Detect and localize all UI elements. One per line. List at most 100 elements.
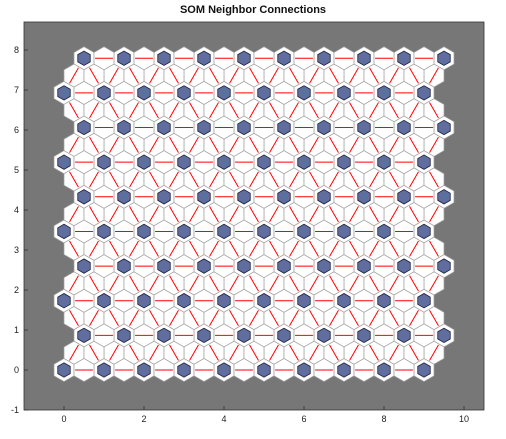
neighbor-connection xyxy=(409,240,419,257)
neighbor-connection xyxy=(149,344,159,361)
neighbor-connection xyxy=(309,67,319,84)
neighbor-connection xyxy=(109,136,119,153)
neuron-marker xyxy=(257,85,271,101)
neuron-marker xyxy=(217,293,231,309)
neighbor-connection xyxy=(409,171,419,188)
y-tick-label: -1 xyxy=(11,405,19,415)
neuron-marker xyxy=(117,119,131,136)
neighbor-connection xyxy=(249,206,259,223)
neuron-marker xyxy=(377,223,391,240)
neighbor-connection xyxy=(289,275,299,292)
neighbor-connection xyxy=(269,102,279,119)
neighbor-connection xyxy=(129,171,139,188)
neuron-marker xyxy=(97,85,111,101)
neighbor-connection xyxy=(289,67,299,84)
x-tick-label: 4 xyxy=(221,414,226,424)
neuron-marker xyxy=(357,119,371,136)
neuron-marker xyxy=(377,293,391,309)
neighbor-connection xyxy=(369,136,379,153)
neuron-marker xyxy=(197,189,211,205)
neuron-marker xyxy=(197,258,211,274)
neighbor-connection xyxy=(129,240,139,257)
neighbor-connection xyxy=(389,240,399,257)
x-tick-label: 2 xyxy=(141,414,146,424)
neuron-marker xyxy=(397,258,411,274)
neighbor-connection xyxy=(229,310,239,327)
neuron-marker xyxy=(277,50,291,66)
neuron-marker xyxy=(397,189,411,205)
neighbor-connection xyxy=(129,206,139,223)
neuron-marker xyxy=(77,189,91,205)
neighbor-connection xyxy=(229,136,239,153)
neighbor-connection xyxy=(329,344,339,361)
y-axis: -1 0 1 2 3 4 5 6 7 8 xyxy=(11,45,28,415)
neighbor-connection xyxy=(169,344,179,361)
neighbor-connection xyxy=(349,206,359,223)
neighbor-connection xyxy=(189,344,199,361)
neighbor-connection xyxy=(309,136,319,153)
neighbor-connection xyxy=(349,102,359,119)
neuron-marker xyxy=(397,50,411,66)
neighbor-connection xyxy=(69,240,79,257)
neighbor-connection xyxy=(109,206,119,223)
neighbor-connection xyxy=(189,275,199,292)
neighbor-connection xyxy=(289,344,299,361)
neuron-marker xyxy=(57,293,71,309)
neuron-marker xyxy=(197,119,211,136)
neighbor-connection xyxy=(269,275,279,292)
neighbor-connection xyxy=(189,171,199,188)
neighbor-connection xyxy=(289,136,299,153)
neighbor-connection xyxy=(309,206,319,223)
neighbor-connection xyxy=(369,102,379,119)
neuron-marker xyxy=(157,189,171,205)
neighbor-connection xyxy=(129,275,139,292)
neighbor-connection xyxy=(209,310,219,327)
neighbor-connection xyxy=(369,275,379,292)
neuron-marker xyxy=(177,154,191,170)
neighbor-connection xyxy=(149,171,159,188)
neighbor-connection xyxy=(169,136,179,153)
neuron-marker xyxy=(197,327,211,344)
neuron-marker xyxy=(357,189,371,205)
neuron-marker xyxy=(317,258,331,274)
neighbor-connection xyxy=(169,275,179,292)
x-tick-label: 10 xyxy=(459,414,469,424)
neuron-marker xyxy=(137,85,151,101)
neighbor-connection xyxy=(209,344,219,361)
neuron-marker xyxy=(357,50,371,66)
y-tick-label: 2 xyxy=(14,285,19,295)
neighbor-connection xyxy=(389,136,399,153)
neighbor-connection xyxy=(209,206,219,223)
neighbor-connection xyxy=(349,310,359,327)
neighbor-connection xyxy=(369,310,379,327)
neuron-marker xyxy=(217,223,231,240)
neighbor-connection xyxy=(209,136,219,153)
neighbor-connection xyxy=(289,310,299,327)
neighbor-connection xyxy=(429,240,439,257)
neuron-marker xyxy=(297,85,311,101)
neuron-marker xyxy=(417,293,431,309)
neighbor-connection xyxy=(369,67,379,84)
neighbor-connection xyxy=(289,240,299,257)
neighbor-connection xyxy=(189,102,199,119)
neuron-marker xyxy=(417,85,431,101)
neuron-marker xyxy=(157,119,171,136)
neighbor-connection xyxy=(269,310,279,327)
neighbor-connection xyxy=(109,240,119,257)
neuron-marker xyxy=(257,362,271,378)
neighbor-connection xyxy=(389,206,399,223)
neighbor-connection xyxy=(329,102,339,119)
neighbor-connection xyxy=(429,275,439,292)
chart-title: SOM Neighbor Connections xyxy=(179,4,327,16)
neuron-marker xyxy=(297,223,311,240)
x-axis: 0 2 4 6 8 10 xyxy=(61,406,469,424)
neuron-marker xyxy=(177,85,191,101)
neuron-marker xyxy=(277,258,291,274)
neuron-layer xyxy=(57,50,451,378)
neighbor-connection xyxy=(269,240,279,257)
neuron-marker xyxy=(77,327,91,344)
neighbor-connection xyxy=(109,344,119,361)
neighbor-connection xyxy=(229,102,239,119)
y-tick-label: 7 xyxy=(14,85,19,95)
neighbor-connection xyxy=(189,240,199,257)
